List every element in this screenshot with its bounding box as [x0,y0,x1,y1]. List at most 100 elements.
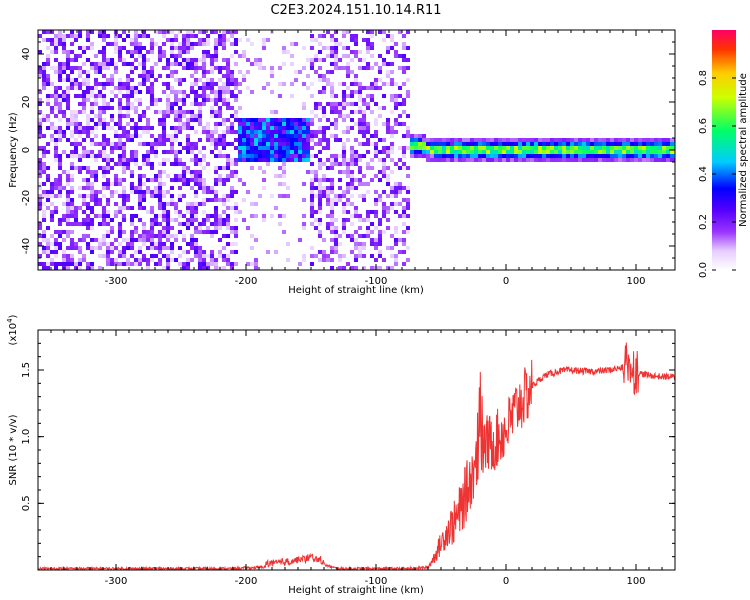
spectrogram-cell [102,110,106,114]
spectrogram-cell [118,178,122,182]
spectrogram-cell [146,162,150,166]
spectrogram-cell [338,138,342,142]
spectrogram-cell [250,142,254,146]
spectrogram-cell [142,230,146,234]
spectrogram-cell [82,126,86,130]
spectrogram-cell [310,122,314,126]
spectrogram-cell [330,122,334,126]
spectrogram-cell [154,186,158,190]
spectrogram-cell [310,130,314,134]
spectrogram-cell [230,54,234,58]
spectrogram-cell [298,118,302,122]
spectrogram-cell [58,218,62,222]
spectrogram-cell [102,186,106,190]
spectrogram-cell [322,178,326,182]
spectrogram-cell [670,142,674,146]
spectrogram-cell [402,238,406,242]
spectrogram-cell [150,234,154,238]
spectrogram-cell [354,90,358,94]
spectrogram-cell [70,210,74,214]
spectrogram-cell [182,110,186,114]
spectrogram-cell [238,178,242,182]
spectrogram-cell [126,198,130,202]
spectrogram-cell [122,38,126,42]
spectrogram-cell [302,126,306,130]
spectrogram-cell [130,218,134,222]
spectrogram-cell [638,142,642,146]
spectrogram-cell [294,150,298,154]
spectrogram-cell [122,86,126,90]
spectrogram-cell [642,150,646,154]
spectrogram-cell [106,246,110,250]
spectrogram-cell [138,198,142,202]
spectrogram-cell [138,246,142,250]
spectrogram-cell [38,182,42,186]
spectrogram-cell [426,154,430,158]
spectrogram-cell [190,66,194,70]
spectrogram-cell [130,154,134,158]
spectrogram-cell [130,262,134,266]
spectrogram-cell [310,206,314,210]
spectrogram-cell [394,50,398,54]
spectrogram-cell [206,34,210,38]
spectrogram-cell [202,186,206,190]
spectrogram-cell [562,142,566,146]
spectrogram-cell [378,238,382,242]
spectrogram-cell [302,106,306,110]
spectrogram-cell [290,118,294,122]
spectrogram-cell [382,38,386,42]
spectrogram-cell [94,246,98,250]
spectrogram-cell [202,178,206,182]
spectrogram-cell [110,82,114,86]
spectrogram-cell [318,118,322,122]
spectrogram-cell [554,158,558,162]
spectrogram-cell [150,258,154,262]
spectrogram-cell [386,226,390,230]
spectrogram-cell [506,154,510,158]
spectrogram-cell [70,78,74,82]
spectrogram-cell [130,118,134,122]
spectrogram-cell [66,74,70,78]
spectrogram-cell [386,266,390,270]
spectrogram-cell [234,114,238,118]
spectrogram-cell [270,138,274,142]
spectrogram-cell [634,154,638,158]
spectrogram-cell [82,194,86,198]
spectrogram-cell [54,206,58,210]
spectrogram-cell [474,146,478,150]
spectrogram-cell [406,94,410,98]
spectrogram-cell [626,138,630,142]
spectrogram-cell [194,102,198,106]
spectrogram-cell [314,38,318,42]
spectrogram-cell [326,178,330,182]
spectrogram-cell [318,126,322,130]
spectrogram-cell [106,62,110,66]
spectrogram-cell [202,38,206,42]
spectrogram-cell [134,130,138,134]
spectrogram-cell [246,130,250,134]
spectrogram-cell [234,190,238,194]
spectrogram-cell [390,202,394,206]
spectrogram-cell [70,190,74,194]
spectrogram-cell [386,130,390,134]
spectrogram-cell [122,162,126,166]
spectrogram-cell [174,138,178,142]
spectrogram-cell [454,158,458,162]
spectrogram-cell [130,174,134,178]
spectrogram-cell [194,62,198,66]
spectrogram-cell [234,210,238,214]
spectrogram-cell [306,138,310,142]
spectrogram-cell [86,134,90,138]
spectrogram-cell [498,142,502,146]
spectrogram-cell [630,138,634,142]
spectrogram-cell [226,70,230,74]
spectrogram-cell [262,66,266,70]
spectrogram-cell [150,134,154,138]
spectrogram-cell [302,254,306,258]
spectrogram-cell [286,242,290,246]
spectrogram-cell [66,254,70,258]
spectrogram-cell [162,34,166,38]
spectrogram-cell [326,166,330,170]
spectrogram-cell [154,102,158,106]
spectrogram-cell [418,134,422,138]
